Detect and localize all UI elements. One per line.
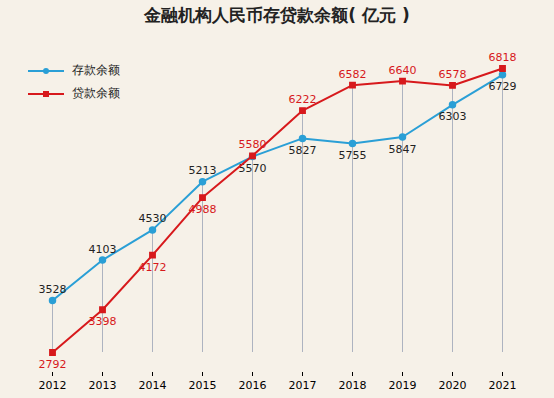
svg-text:4172: 4172 (139, 261, 167, 274)
svg-text:2792: 2792 (39, 358, 67, 371)
svg-text:2021: 2021 (489, 379, 517, 392)
svg-text:6729: 6729 (489, 80, 517, 93)
svg-text:2020: 2020 (439, 379, 467, 392)
html-text:存款余额: 存款余额 (72, 63, 120, 77)
svg-text:6303: 6303 (439, 110, 467, 123)
svg-text:2012: 2012 (39, 379, 67, 392)
svg-text:6582: 6582 (339, 68, 367, 81)
svg-text:3398: 3398 (89, 315, 117, 328)
svg-text:2017: 2017 (289, 379, 317, 392)
svg-text:4988: 4988 (189, 203, 217, 216)
svg-text:2014: 2014 (139, 379, 167, 392)
svg-text:2015: 2015 (189, 379, 217, 392)
svg-text:5847: 5847 (389, 143, 417, 156)
svg-text:4530: 4530 (139, 212, 167, 225)
svg-text:6818: 6818 (489, 51, 517, 64)
html-text:金融机构人民币存贷款余额( 亿元 ): 金融机构人民币存贷款余额( 亿元 ) (144, 5, 410, 25)
html-text:贷款余额: 贷款余额 (72, 86, 120, 100)
svg-text:6222: 6222 (289, 93, 317, 106)
svg-text:2018: 2018 (339, 379, 367, 392)
svg-text:3528: 3528 (39, 283, 67, 296)
svg-text:2016: 2016 (239, 379, 267, 392)
svg-text:2013: 2013 (89, 379, 117, 392)
svg-text:2019: 2019 (389, 379, 417, 392)
svg-text:6578: 6578 (439, 68, 467, 81)
svg-text:5213: 5213 (189, 164, 217, 177)
svg-text:4103: 4103 (89, 243, 117, 256)
svg-text:5827: 5827 (289, 144, 317, 157)
svg-text:5580: 5580 (239, 138, 267, 151)
svg-text:6640: 6640 (389, 64, 417, 77)
svg-text:5755: 5755 (339, 149, 367, 162)
svg-text:5570: 5570 (238, 162, 267, 176)
